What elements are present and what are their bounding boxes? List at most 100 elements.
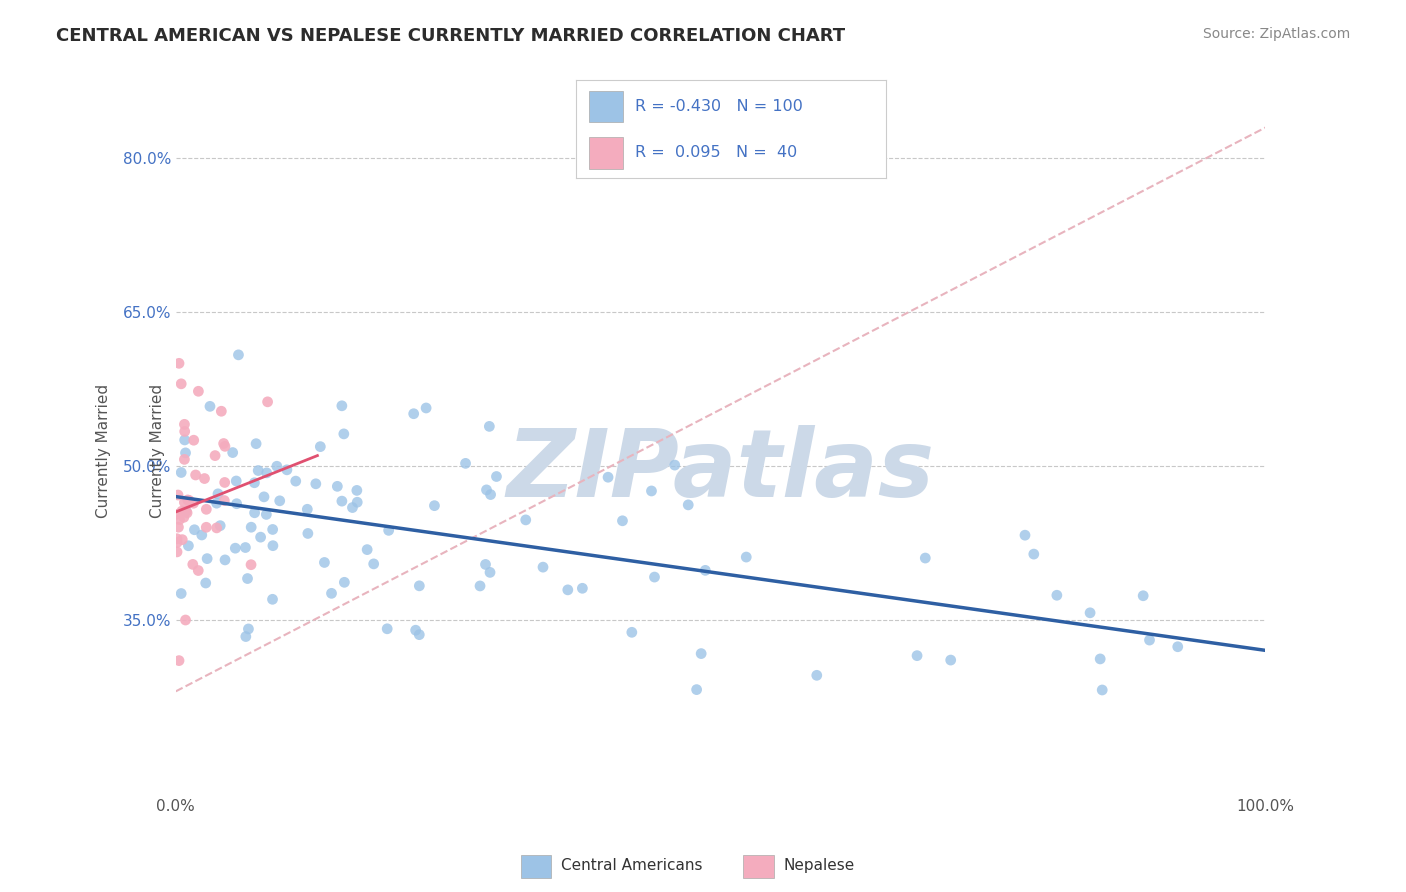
- Point: [204, 449, 226, 463]
- Point: [640, 483, 662, 498]
- Point: [515, 513, 537, 527]
- Point: [479, 566, 502, 580]
- Point: [284, 474, 307, 488]
- Point: [249, 530, 271, 544]
- Point: [174, 504, 197, 518]
- Point: [330, 494, 353, 508]
- Point: [207, 487, 229, 501]
- Point: [346, 483, 368, 498]
- Point: [262, 539, 284, 553]
- Point: [297, 502, 319, 516]
- Text: Nepalese: Nepalese: [785, 858, 855, 872]
- Y-axis label: Currently Married: Currently Married: [96, 384, 111, 517]
- Point: [806, 668, 828, 682]
- Point: [333, 575, 356, 590]
- Point: [1167, 640, 1189, 654]
- Text: R =  0.095   N =  40: R = 0.095 N = 40: [636, 145, 797, 161]
- Point: [914, 551, 936, 566]
- Point: [225, 497, 247, 511]
- Point: [557, 582, 579, 597]
- Point: [326, 479, 349, 493]
- Point: [238, 622, 260, 636]
- Text: CENTRAL AMERICAN VS NEPALESE CURRENTLY MARRIED CORRELATION CHART: CENTRAL AMERICAN VS NEPALESE CURRENTLY M…: [56, 27, 845, 45]
- Point: [214, 439, 236, 453]
- FancyBboxPatch shape: [589, 91, 623, 122]
- Point: [166, 532, 188, 546]
- Point: [256, 394, 278, 409]
- Point: [415, 401, 437, 415]
- Point: [333, 426, 356, 441]
- Point: [939, 653, 962, 667]
- Point: [485, 469, 508, 483]
- Point: [173, 452, 195, 467]
- Point: [194, 576, 217, 591]
- Point: [305, 476, 328, 491]
- Point: [181, 558, 204, 572]
- Point: [183, 523, 205, 537]
- Point: [571, 582, 593, 596]
- Text: Central Americans: Central Americans: [561, 858, 703, 872]
- Point: [620, 625, 643, 640]
- Point: [356, 542, 378, 557]
- Point: [205, 521, 228, 535]
- Point: [167, 356, 190, 370]
- Point: [174, 613, 197, 627]
- Point: [1091, 683, 1114, 698]
- Point: [247, 463, 270, 477]
- Point: [166, 535, 188, 549]
- Point: [262, 523, 284, 537]
- Point: [408, 628, 430, 642]
- Point: [408, 579, 430, 593]
- Point: [170, 504, 193, 518]
- Point: [170, 586, 193, 600]
- Point: [276, 463, 298, 477]
- Point: [214, 493, 236, 508]
- Point: [695, 563, 717, 577]
- Point: [170, 376, 193, 391]
- Point: [243, 506, 266, 520]
- Point: [166, 545, 188, 559]
- Point: [172, 533, 194, 547]
- Point: [214, 475, 236, 490]
- Point: [187, 564, 209, 578]
- Point: [612, 514, 634, 528]
- Point: [321, 586, 343, 600]
- Point: [1022, 547, 1045, 561]
- Point: [170, 466, 193, 480]
- Point: [664, 458, 686, 472]
- Point: [173, 510, 195, 524]
- Point: [1046, 588, 1069, 602]
- Point: [1088, 652, 1111, 666]
- Point: [177, 539, 200, 553]
- Point: [475, 483, 498, 497]
- Point: [266, 459, 288, 474]
- Point: [478, 419, 501, 434]
- Point: [297, 526, 319, 541]
- Point: [183, 496, 205, 510]
- Point: [167, 520, 190, 534]
- Text: ZIPatlas: ZIPatlas: [506, 425, 935, 517]
- Point: [195, 502, 218, 516]
- Point: [644, 570, 666, 584]
- Point: [212, 436, 235, 450]
- Point: [375, 622, 398, 636]
- Point: [209, 404, 232, 418]
- Point: [176, 492, 198, 507]
- Point: [184, 467, 207, 482]
- Point: [377, 524, 399, 538]
- Point: [187, 384, 209, 399]
- FancyBboxPatch shape: [744, 855, 773, 878]
- Point: [905, 648, 928, 663]
- Point: [474, 558, 496, 572]
- Point: [177, 493, 200, 508]
- Point: [253, 490, 276, 504]
- Point: [330, 399, 353, 413]
- Y-axis label: Currently Married: Currently Married: [149, 384, 165, 517]
- Point: [173, 425, 195, 439]
- FancyBboxPatch shape: [520, 855, 551, 878]
- Point: [195, 520, 218, 534]
- Point: [685, 682, 707, 697]
- Point: [214, 553, 236, 567]
- Point: [245, 436, 267, 450]
- Point: [225, 474, 247, 488]
